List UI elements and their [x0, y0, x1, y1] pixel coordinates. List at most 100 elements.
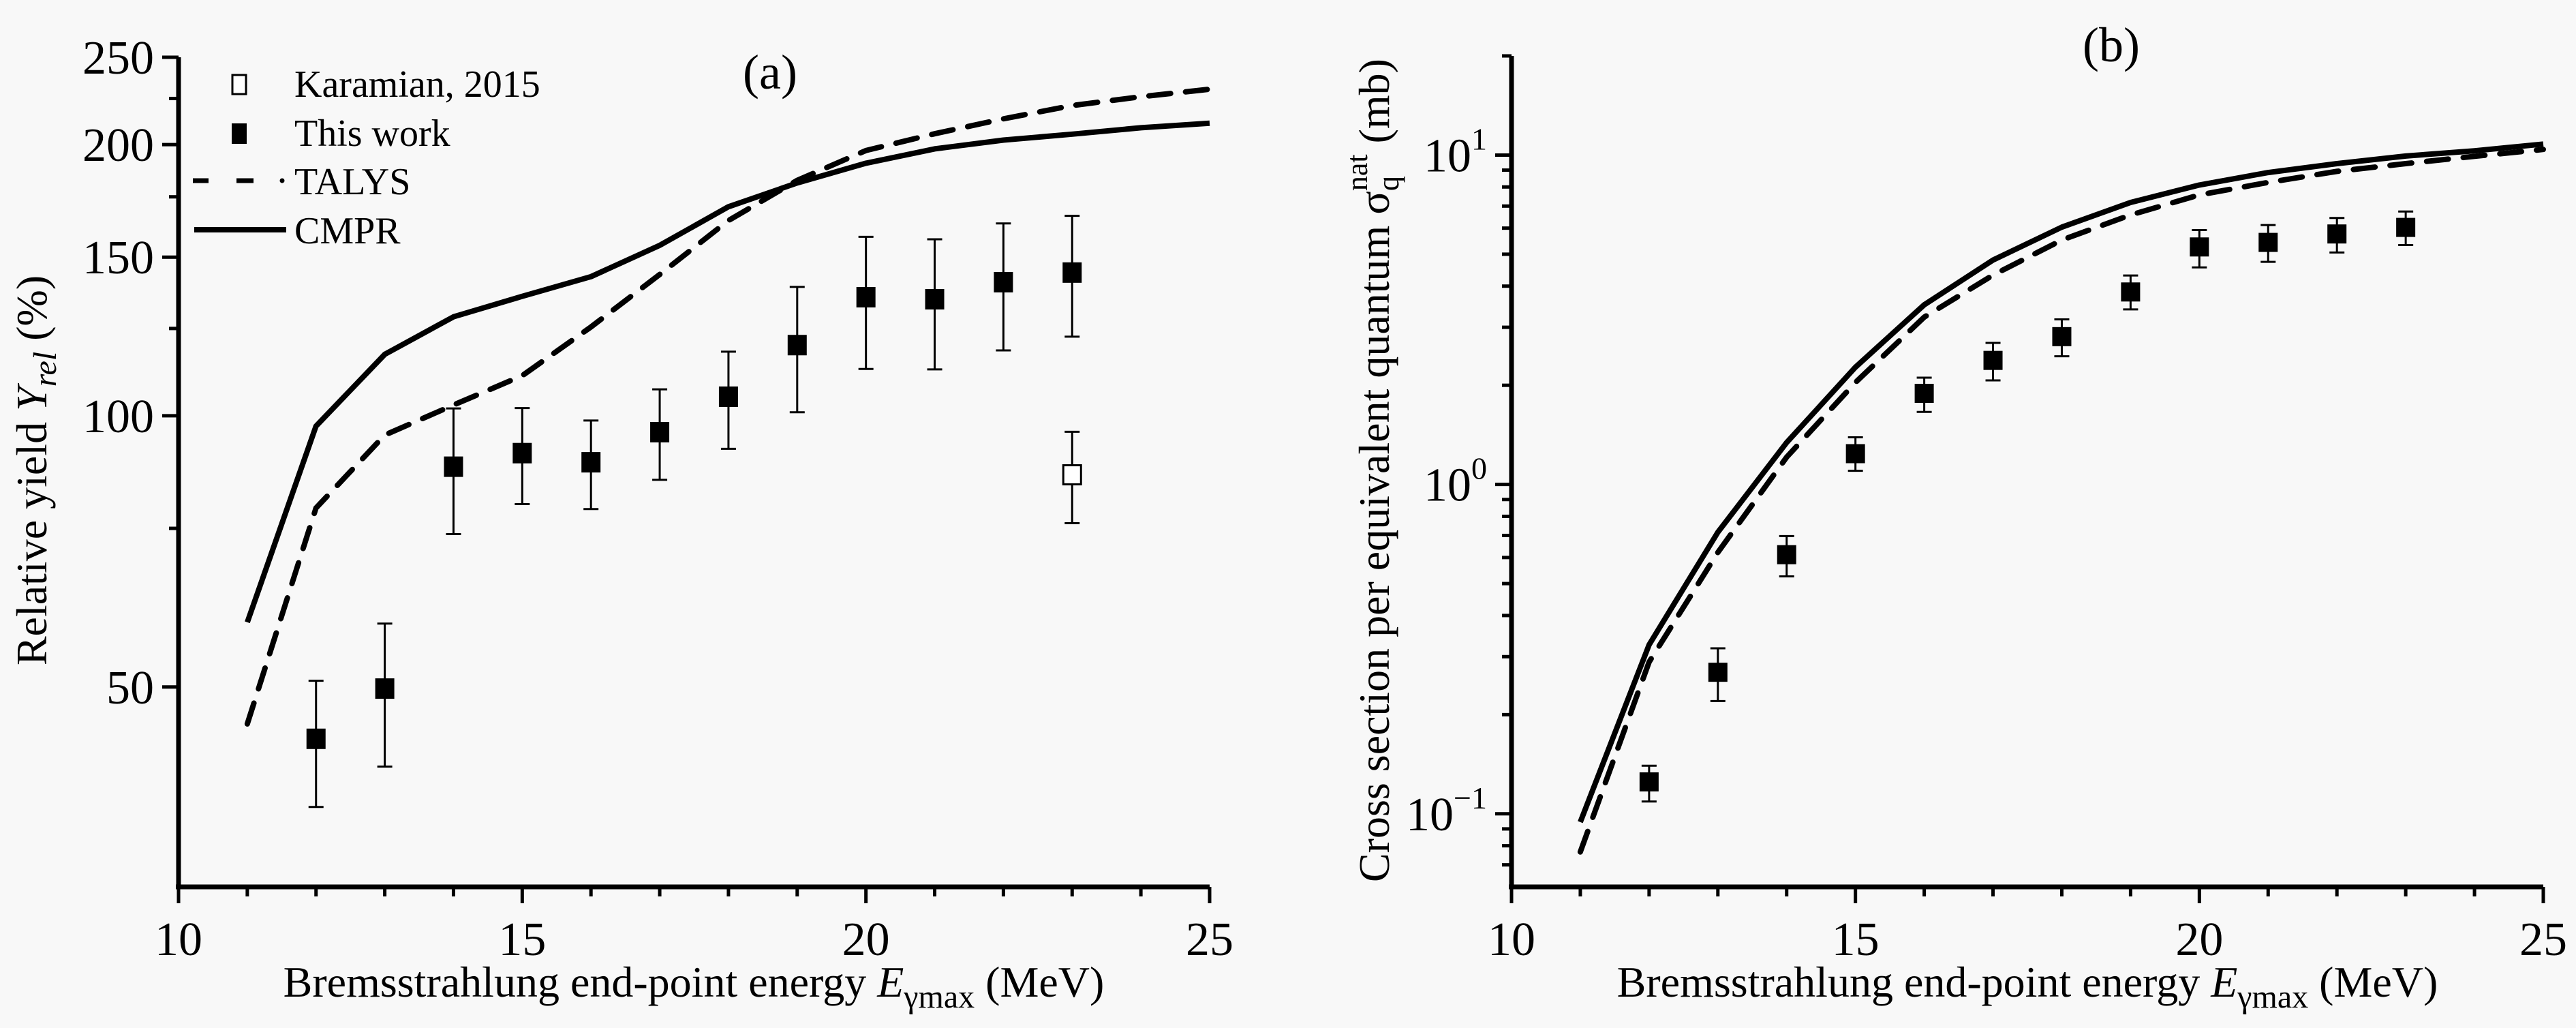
panel-b-y-axis-title: Cross section per equivalent quantum σqn…	[1340, 59, 1405, 882]
y-tick-label: 200	[82, 119, 154, 172]
marker-filled-square	[2396, 217, 2416, 237]
curve-cmpr	[1578, 141, 2544, 823]
legend-marker-open-square	[231, 74, 247, 95]
marker-filled-square	[375, 678, 395, 699]
data-point-this-work	[581, 419, 601, 511]
data-point-this-work	[1708, 647, 1728, 702]
marker-filled-square	[994, 271, 1013, 292]
data-point-this-work	[1062, 215, 1082, 338]
panel-b-label: (b)	[2083, 18, 2140, 72]
marker-filled-square	[787, 335, 807, 356]
data-point-this-work	[444, 407, 463, 536]
marker-filled-square	[1777, 545, 1796, 564]
legend-label-cmpr: CMPR	[294, 210, 401, 252]
y-title-unit: (%)	[7, 275, 56, 352]
data-point-this-work	[1845, 436, 1865, 472]
data-point-this-work	[994, 222, 1013, 352]
data-point-this-work	[1983, 342, 2003, 382]
data-point-this-work	[2190, 228, 2209, 269]
marker-filled-square	[856, 286, 876, 307]
y-tick-exponent: −1	[1454, 781, 1487, 815]
legend-label-karamian: Karamian, 2015	[294, 63, 540, 106]
x-tick-label: 25	[2519, 913, 2567, 966]
data-point-this-work	[2327, 217, 2347, 254]
x-tick-label: 20	[842, 913, 890, 966]
y-tick-label: 150	[82, 232, 154, 284]
data-point-this-work	[718, 350, 738, 450]
marker-filled-square	[1983, 350, 2003, 370]
data-point-this-work	[512, 407, 532, 505]
marker-filled-square	[2190, 237, 2209, 257]
x-tick-label: 15	[498, 913, 546, 966]
panel-a: (a) 10 15 20 25 50 100 150 200 250 Karamian, 201…	[7, 32, 1233, 1015]
y-title-text: Cross section per equivalent quantum	[1350, 215, 1398, 882]
x-title-unit: (MeV)	[975, 958, 1104, 1006]
x-title-unit: (MeV)	[2308, 958, 2438, 1006]
panel-b-points	[1639, 210, 2416, 803]
legend-swatch-dashed	[279, 178, 285, 183]
marker-filled-square	[2258, 232, 2278, 252]
y-tick-label: 50	[106, 662, 154, 714]
y-tick-label: 100	[82, 391, 154, 443]
x-tick-label: 10	[1488, 913, 1535, 966]
legend: Karamian, 2015 This work TALYS CMPR	[193, 63, 540, 252]
marker-filled-square	[1914, 384, 1934, 404]
marker-filled-square	[581, 452, 601, 473]
panel-a-points	[306, 215, 1082, 808]
y-tick-exponent: 1	[1471, 121, 1487, 156]
y-title-var: Y	[7, 382, 56, 411]
legend-label-this-work: This work	[294, 112, 450, 155]
x-tick-label: 15	[1832, 913, 1880, 966]
y-title-sub: q	[1372, 176, 1405, 191]
data-point-this-work	[856, 235, 876, 370]
x-tick-label: 20	[2175, 913, 2223, 966]
x-tick-label: 10	[155, 913, 202, 966]
marker-filled-square	[718, 386, 738, 407]
marker-filled-square	[1845, 444, 1865, 464]
y-tick-label: 10−1	[1406, 781, 1487, 841]
marker-filled-square	[2121, 282, 2141, 302]
y-tick-label: 100	[1424, 451, 1487, 512]
marker-filled-square	[650, 421, 670, 442]
legend-marker-filled-square	[232, 123, 247, 144]
y-tick-base: 10	[1424, 130, 1471, 182]
y-tick-exponent: 0	[1471, 451, 1487, 486]
curve-cmpr	[245, 120, 1210, 624]
x-title-var: E	[2210, 958, 2237, 1006]
y-title-text: Relative yield	[7, 411, 56, 665]
marker-filled-square	[2327, 224, 2347, 244]
x-title-var: E	[876, 958, 904, 1006]
data-point-this-work	[1777, 534, 1796, 577]
data-point-this-work	[925, 238, 945, 371]
y-title-var: σ	[1350, 191, 1398, 215]
marker-filled-square	[444, 456, 463, 477]
y-tick-base: 10	[1406, 789, 1454, 841]
marker-filled-square	[925, 288, 945, 309]
panel-a-ticks: 10 15 20 25 50 100 150 200 250	[82, 32, 1233, 966]
curve-talys	[244, 86, 1212, 727]
data-point-this-work	[2396, 210, 2416, 246]
data-point-this-work	[2121, 274, 2141, 311]
data-point-this-work	[1639, 764, 1659, 803]
marker-filled-square	[2052, 327, 2072, 346]
x-title-text: Bremsstrahlung end-point energy	[1617, 958, 2211, 1006]
marker-open-square	[1062, 464, 1082, 486]
x-tick-label: 25	[1186, 913, 1233, 966]
data-point-this-work	[650, 388, 670, 481]
data-point-this-work	[2052, 318, 2072, 358]
curve-talys	[1577, 147, 2546, 855]
data-point-this-work	[306, 680, 326, 808]
panel-a-label: (a)	[743, 45, 797, 100]
y-title-sub: rel	[27, 352, 63, 387]
panel-b-x-axis-title: Bremsstrahlung end-point energy Eγmax (M…	[1617, 958, 2438, 1015]
marker-filled-square	[306, 728, 326, 749]
data-point-this-work	[1914, 376, 1934, 413]
panel-a-curves	[244, 86, 1212, 727]
marker-filled-square	[1062, 262, 1082, 283]
marker-filled-square	[512, 442, 532, 464]
data-point-this-work	[375, 622, 395, 768]
